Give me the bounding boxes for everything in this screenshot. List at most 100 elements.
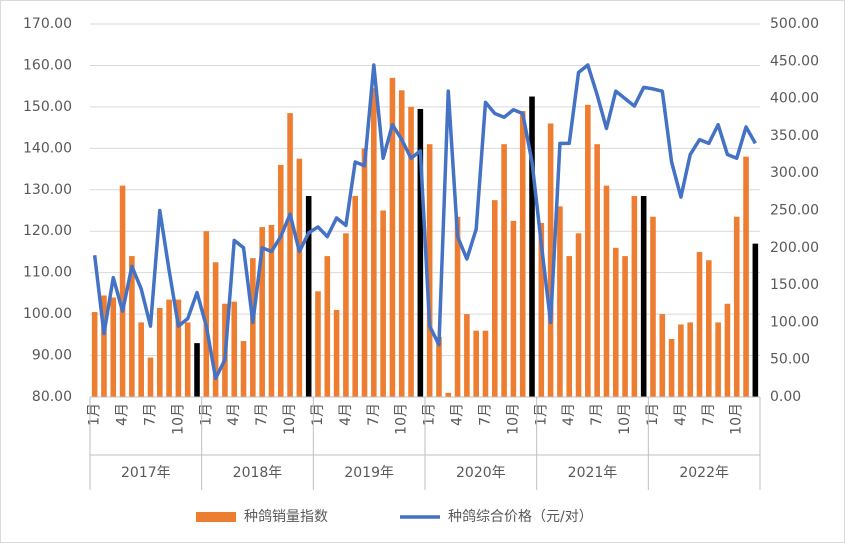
bar <box>473 330 479 397</box>
bar <box>240 341 247 397</box>
x-tick-label: 1月 <box>198 403 214 426</box>
bar <box>315 291 321 397</box>
legend-label: 种鸽销量指数 <box>244 508 328 525</box>
bar <box>566 256 573 397</box>
bar <box>696 251 703 397</box>
bar <box>743 156 749 397</box>
bar <box>389 77 396 397</box>
bar <box>91 312 98 397</box>
bar <box>445 392 452 397</box>
group-label: 2017年 <box>121 465 171 481</box>
bar <box>361 148 368 397</box>
bar <box>408 106 414 397</box>
bar <box>343 233 349 397</box>
bar <box>538 222 545 397</box>
bar <box>557 206 563 397</box>
bar <box>603 185 610 397</box>
x-tick-label: 10月 <box>505 403 521 435</box>
bar <box>464 314 470 397</box>
bar <box>706 260 712 397</box>
x-tick-label: 7月 <box>701 403 717 426</box>
bar <box>147 357 154 397</box>
bar <box>575 233 582 397</box>
bar <box>547 123 554 397</box>
y2-tick-label: 100.00 <box>770 314 819 330</box>
bar <box>436 336 442 397</box>
x-tick-label: 1月 <box>310 403 326 426</box>
x-tick-label: 4月 <box>673 403 689 426</box>
bar <box>175 299 182 397</box>
bar <box>492 200 498 397</box>
y-tick-label: 100.00 <box>23 306 72 322</box>
x-tick-label: 4月 <box>115 403 131 426</box>
bar <box>250 258 256 397</box>
x-tick-label: 10月 <box>282 403 298 435</box>
bar <box>510 220 517 397</box>
bar <box>333 309 340 397</box>
bar <box>166 299 172 397</box>
x-tick-label: 10月 <box>170 403 186 435</box>
line <box>92 63 757 381</box>
x-tick-label: 4月 <box>338 403 354 426</box>
bar <box>650 216 656 397</box>
x-tick-label: 7月 <box>589 403 605 426</box>
bar <box>194 343 200 397</box>
bar <box>380 210 386 397</box>
group-label: 2019年 <box>344 465 394 481</box>
bar <box>715 322 721 397</box>
bar <box>622 256 628 397</box>
y-tick-label: 120.00 <box>23 223 72 239</box>
legend-swatch <box>196 512 236 522</box>
x-tick-label: 7月 <box>142 403 158 426</box>
bar <box>268 225 275 397</box>
bar <box>668 338 675 397</box>
x-tick-label: 7月 <box>366 403 382 426</box>
x-tick-label: 7月 <box>477 403 493 426</box>
x-tick-label: 1月 <box>533 403 549 426</box>
x-tick-label: 1月 <box>87 403 103 426</box>
bar <box>482 330 489 397</box>
bar <box>371 88 377 397</box>
bar <box>659 314 666 397</box>
bar <box>678 324 684 397</box>
y-tick-label: 150.00 <box>23 99 72 115</box>
bar <box>454 216 461 397</box>
bar <box>184 322 191 397</box>
bar <box>212 262 219 397</box>
bar <box>733 216 740 397</box>
x-tick-label: 7月 <box>254 403 270 426</box>
bar <box>529 96 535 398</box>
bar <box>640 195 647 397</box>
x-tick-label: 4月 <box>561 403 577 426</box>
y-tick-label: 140.00 <box>23 140 72 156</box>
bar <box>259 227 265 397</box>
y2-tick-label: 500.00 <box>770 16 819 32</box>
bar <box>519 111 526 398</box>
x-tick-label: 1月 <box>422 403 438 426</box>
group-label: 2020年 <box>456 465 506 481</box>
y2-tick-label: 50.00 <box>770 352 810 368</box>
group-label: 2021年 <box>568 465 618 481</box>
bar <box>398 90 405 398</box>
bar <box>724 303 731 397</box>
x-tick-label: 10月 <box>394 403 410 435</box>
bar <box>203 231 210 397</box>
bar <box>752 243 759 397</box>
bar <box>426 144 433 397</box>
bar <box>157 307 163 397</box>
bar <box>501 144 507 397</box>
y2-tick-label: 350.00 <box>770 128 819 144</box>
x-tick-label: 10月 <box>729 403 745 435</box>
bar <box>324 256 331 397</box>
bar <box>687 322 693 397</box>
y2-tick-label: 0.00 <box>770 389 801 405</box>
bar <box>138 322 144 397</box>
bar <box>129 256 135 397</box>
bar <box>296 158 303 397</box>
bar <box>305 195 312 397</box>
group-label: 2018年 <box>233 465 283 481</box>
x-tick-label: 10月 <box>617 403 633 435</box>
y-tick-label: 80.00 <box>32 389 72 405</box>
bar <box>119 185 126 397</box>
